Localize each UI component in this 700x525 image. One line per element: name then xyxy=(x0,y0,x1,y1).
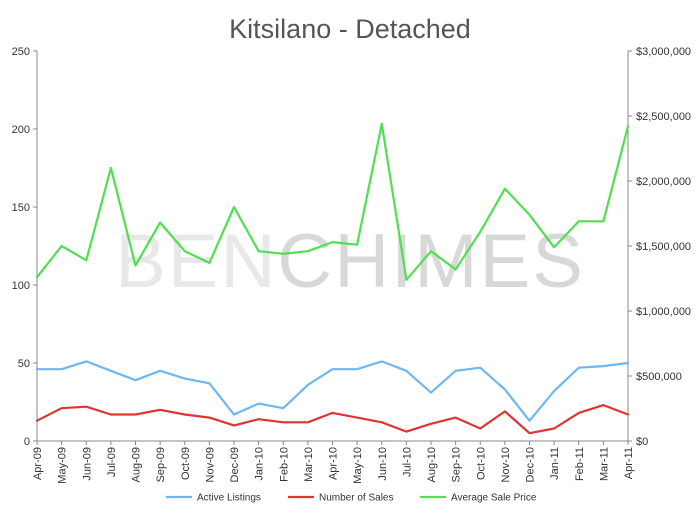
right-tick-label: $0 xyxy=(636,436,648,448)
x-tick-label: Mar-11 xyxy=(598,447,610,481)
watermark-light: BEN xyxy=(115,219,277,304)
x-tick-label: Aug-09 xyxy=(131,447,143,482)
series-layer xyxy=(35,122,630,435)
x-axis-ticks: Apr-09 May-09 Jun-09 Jul-09 Aug-09 Sep-09 Oct-… xyxy=(32,441,635,484)
x-tick-label: Nov-10 xyxy=(500,447,512,482)
x-tick-label: Dec-10 xyxy=(525,447,537,482)
watermark-dark: CHIMES xyxy=(277,219,585,304)
x-tick-label: Jul-09 xyxy=(106,447,118,477)
x-tick-label: Apr-09 xyxy=(32,447,44,480)
x-tick-label: May-10 xyxy=(352,447,364,484)
watermark: BENCHIMES xyxy=(115,219,585,304)
x-tick-label: Sep-09 xyxy=(155,447,167,482)
x-tick-label: Jun-10 xyxy=(377,447,389,481)
right-tick-label: $1,500,000 xyxy=(636,241,691,253)
legend-label: Number of Sales xyxy=(319,493,393,504)
legend: Active Listings Number of Sales Average Sa… xyxy=(166,493,537,504)
x-tick-label: Oct-10 xyxy=(475,447,487,480)
x-tick-label: Jan-11 xyxy=(549,447,561,480)
left-tick-label: 0 xyxy=(24,436,30,448)
x-tick-label: Oct-09 xyxy=(180,447,192,480)
x-tick-label: Feb-11 xyxy=(574,447,586,481)
right-tick-label: $2,500,000 xyxy=(636,111,691,123)
x-tick-label: Apr-10 xyxy=(328,447,340,480)
x-tick-label: Mar-10 xyxy=(303,447,315,482)
x-tick-label: Sep-10 xyxy=(451,447,463,482)
x-tick-label: Jul-10 xyxy=(401,447,413,477)
x-tick-label: Dec-09 xyxy=(229,447,241,482)
left-tick-label: 200 xyxy=(12,124,30,136)
x-tick-label: May-09 xyxy=(57,447,69,484)
x-tick-label: Nov-09 xyxy=(204,447,216,482)
x-tick-label: Feb-10 xyxy=(278,447,290,482)
left-axis-ticks: 0 50 100 150 200 250 xyxy=(12,46,37,448)
x-tick-label: Apr-11 xyxy=(623,447,635,479)
legend-label: Average Sale Price xyxy=(451,493,537,504)
svg-text:BENCHIMES: BENCHIMES xyxy=(115,219,585,304)
legend-item: Number of Sales xyxy=(288,493,393,504)
right-tick-label: $3,000,000 xyxy=(636,46,691,58)
x-tick-label: Aug-10 xyxy=(426,447,438,482)
right-tick-label: $500,000 xyxy=(636,371,682,383)
left-tick-label: 100 xyxy=(12,280,30,292)
right-axis-ticks: $0 $500,000 $1,000,000 $1,500,000 $2,000,000… xyxy=(628,46,691,448)
left-tick-label: 50 xyxy=(18,358,30,370)
right-tick-label: $2,000,000 xyxy=(636,176,691,188)
legend-label: Active Listings xyxy=(197,493,261,504)
x-tick-label: Jan-10 xyxy=(254,447,266,481)
legend-item: Active Listings xyxy=(166,493,261,504)
x-tick-label: Jun-09 xyxy=(81,447,93,481)
left-tick-label: 250 xyxy=(12,46,30,58)
chart-title: Kitsilano - Detached xyxy=(229,14,471,44)
left-tick-label: 150 xyxy=(12,202,30,214)
right-tick-label: $1,000,000 xyxy=(636,306,691,318)
legend-item: Average Sale Price xyxy=(420,493,537,504)
